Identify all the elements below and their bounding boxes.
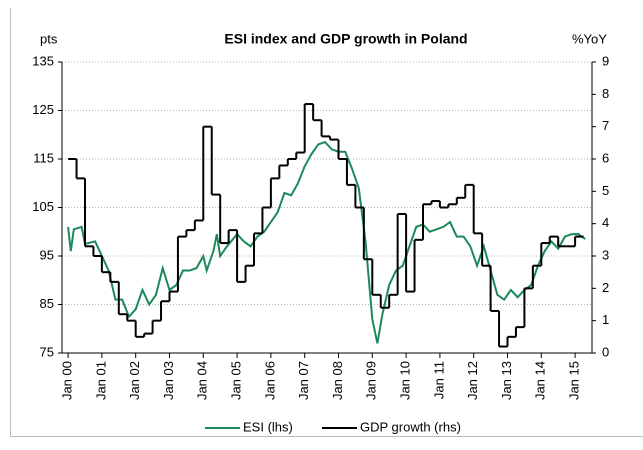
series-line	[68, 103, 584, 348]
y-tick-label: 95	[40, 247, 54, 262]
y-axis-label: pts	[40, 31, 58, 46]
y-tick-label: 135	[32, 53, 54, 68]
x-tick-label: Jan 01	[93, 361, 108, 400]
y2-tick-label: 2	[602, 280, 609, 295]
y-tick-label: 125	[32, 102, 54, 117]
x-tick-label: Jan 13	[499, 361, 514, 400]
x-tick-label: Jan 02	[127, 361, 142, 400]
x-tick-label: Jan 06	[262, 361, 277, 400]
y2-tick-label: 1	[602, 312, 609, 327]
x-tick-label: Jan 07	[296, 361, 311, 400]
y2-tick-label: 5	[602, 183, 609, 198]
x-tick-label: Jan 15	[567, 361, 582, 400]
x-tick-label: Jan 09	[364, 361, 379, 400]
x-tick-label: Jan 12	[465, 361, 480, 400]
y-tick-label: 105	[32, 199, 54, 214]
y2-tick-label: 7	[602, 118, 609, 133]
x-tick-label: Jan 05	[229, 361, 244, 400]
y2-tick-label: 4	[602, 215, 609, 230]
chart-title: ESI index and GDP growth in Poland	[224, 31, 467, 47]
y2-tick-label: 6	[602, 150, 609, 165]
y2-tick-label: 0	[602, 344, 609, 359]
frame	[10, 8, 643, 437]
y2-axis-label: %YoY	[572, 31, 607, 46]
series-line	[67, 140, 586, 344]
y2-tick-label: 3	[602, 247, 609, 262]
y-tick-label: 75	[40, 344, 54, 359]
y-tick-label: 85	[40, 296, 54, 311]
x-tick-label: Jan 14	[533, 361, 548, 400]
x-tick-label: Jan 00	[60, 361, 75, 400]
y2-tick-label: 9	[602, 53, 609, 68]
x-tick-label: Jan 11	[431, 361, 446, 399]
x-tick-label: Jan 08	[330, 361, 345, 400]
x-tick-label: Jan 03	[161, 361, 176, 400]
y2-tick-label: 8	[602, 86, 609, 101]
x-tick-label: Jan 04	[195, 361, 210, 400]
y-tick-label: 115	[33, 150, 54, 165]
x-tick-label: Jan 10	[398, 361, 413, 400]
legend-label: GDP growth (rhs)	[360, 419, 461, 434]
legend-label: ESI (lhs)	[243, 419, 293, 434]
